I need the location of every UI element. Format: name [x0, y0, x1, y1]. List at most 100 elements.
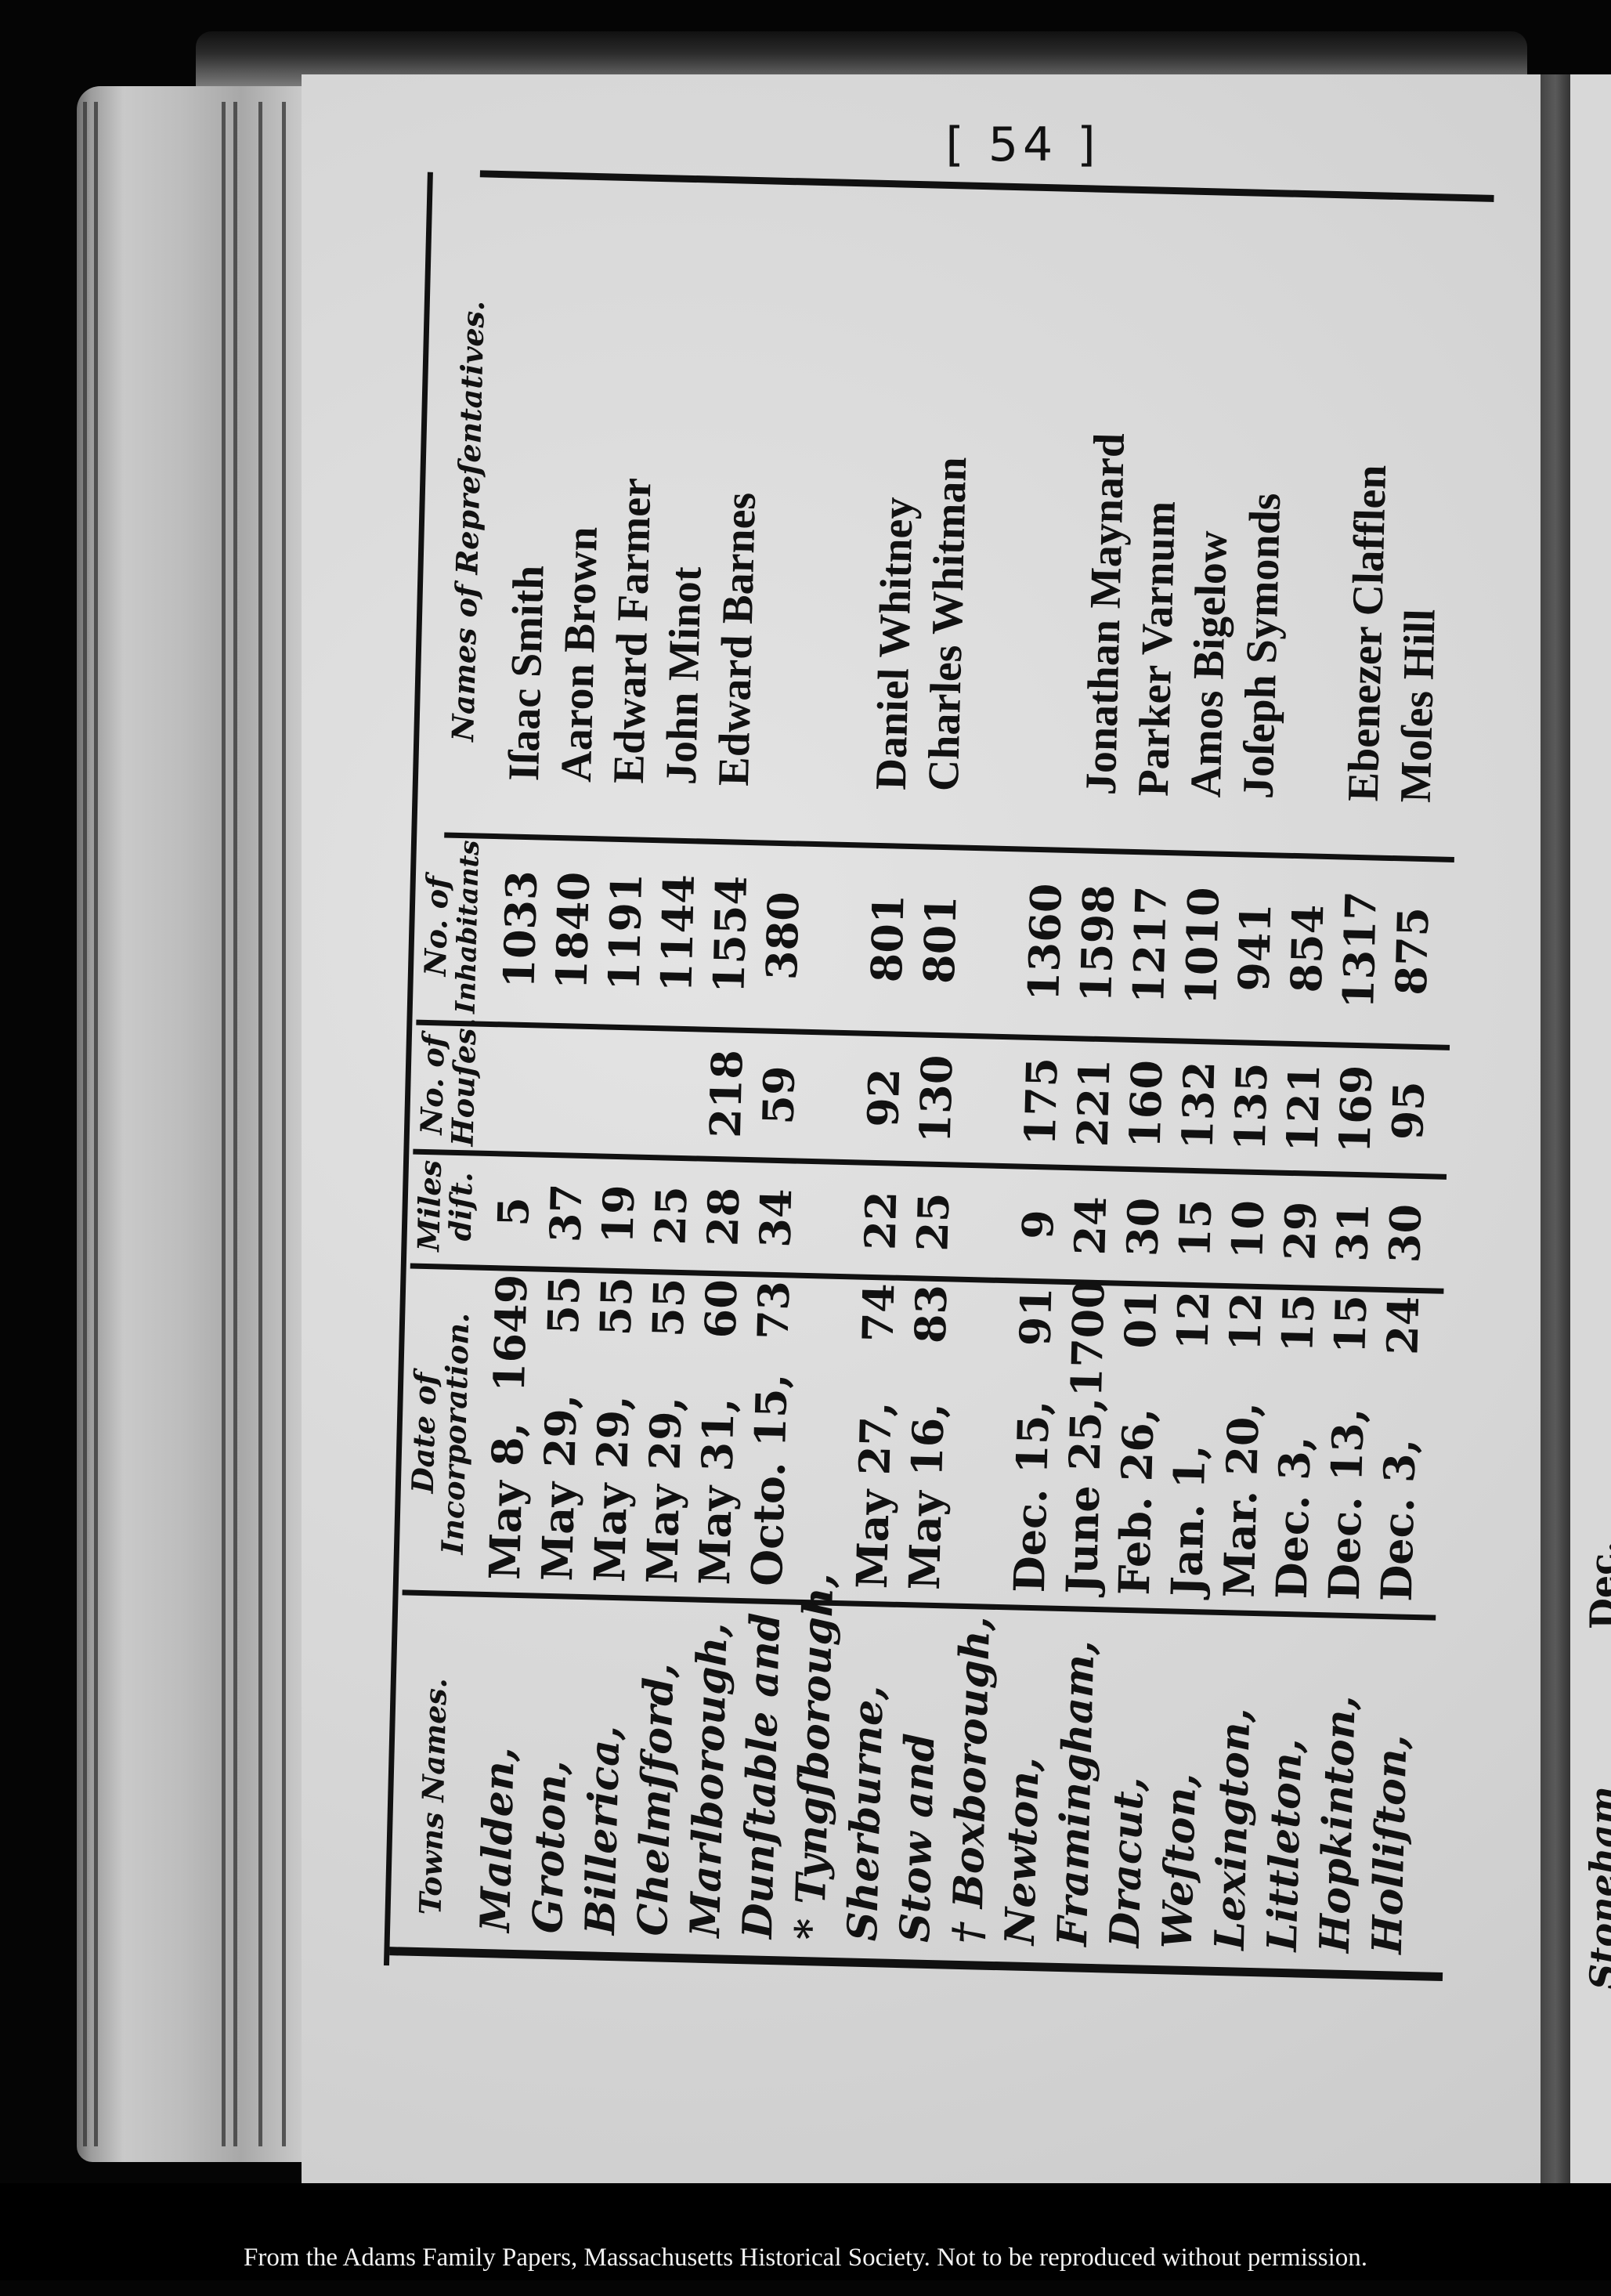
houses-count: 130 [909, 1054, 963, 1144]
header-towns: Towns Names. [412, 1677, 453, 1915]
representative-name: Joſeph Symonds [1234, 492, 1291, 800]
houses-count: 59 [753, 1065, 805, 1126]
inhabitants-count: 1360 [1018, 882, 1071, 1002]
miles-distance: 30 [1379, 1203, 1432, 1264]
document-page [302, 74, 1541, 2183]
table-body: Malden, May 8, 1649 5 1033 Iſaac Smith Groton,… [27, 0, 1611, 1954]
miles-distance: 9 [1012, 1209, 1064, 1240]
incorporation-date: Mar. 20, 12 [1214, 1292, 1272, 1598]
miles-distance: 25 [907, 1191, 959, 1253]
date-month-day: Dec. 3, [1266, 1435, 1320, 1600]
houses-count: 221 [1067, 1058, 1120, 1148]
town-name: Holliſton, [1363, 1734, 1417, 1955]
town-name: Groton, [524, 1759, 576, 1934]
incorporation-date: May 8, 1649 [479, 1273, 537, 1581]
miles-distance: 30 [1117, 1197, 1169, 1257]
incorporation-date: Jan. 1, 12 [1161, 1290, 1219, 1597]
inhabitants-count: 1033 [493, 870, 547, 989]
town-name: Weſton, [1153, 1772, 1206, 1950]
town-name: Hopkinton, [1310, 1694, 1365, 1954]
page-edge-line [258, 102, 262, 2146]
incorporation-date: May 29, 55 [636, 1277, 695, 1585]
miles-distance: 24 [1064, 1195, 1117, 1256]
inhabitants-count: 380 [756, 891, 809, 981]
date-month-day: June 25, [1056, 1396, 1111, 1595]
houses-count: 95 [1382, 1080, 1434, 1141]
houses-count: 135 [1224, 1061, 1277, 1152]
inhabitants-count: 875 [1385, 906, 1439, 996]
representative-name: Aaron Brown [551, 526, 607, 783]
date-year: 83 [905, 1284, 957, 1344]
date-year: 60 [695, 1278, 747, 1340]
town-name: Stow and [890, 1732, 945, 1943]
inhabitants-count: 1217 [1123, 885, 1176, 1004]
page-edge-line [233, 102, 237, 2146]
copyright-notice: From the Adams Family Papers, Massachuse… [244, 2244, 1367, 2272]
page-edge-line [83, 102, 87, 2146]
houses-count: 132 [1172, 1060, 1225, 1151]
date-year: 15 [1272, 1293, 1324, 1354]
houses-count: 218 [699, 1049, 753, 1139]
table-rule-bottom [389, 1947, 1443, 1982]
incorporation-date: Dec. 3, 15 [1266, 1293, 1324, 1600]
incorporation-date: Dec. 3, 24 [1371, 1295, 1429, 1602]
miles-distance: 15 [1169, 1198, 1222, 1259]
incorporation-date: Dec. 13, 15 [1318, 1294, 1377, 1601]
date-month-day: Dec. 15, [1003, 1399, 1059, 1593]
town-name: Billerica, [576, 1725, 630, 1936]
town-name: Marlborough, [681, 1622, 737, 1938]
miles-distance: 34 [750, 1188, 802, 1249]
incorporation-date: May 16, 83 [898, 1284, 957, 1591]
inhabitants-count: 1317 [1333, 890, 1386, 1010]
representative-name: John Minot [656, 566, 711, 786]
page-edge-line [222, 102, 226, 2146]
date-month-day: May 27, [846, 1401, 901, 1589]
miles-distance: 25 [645, 1185, 697, 1246]
representative-name: Daniel Whitney [866, 496, 923, 791]
inhabitants-count: 801 [913, 895, 966, 985]
houses-count: 175 [1014, 1057, 1067, 1147]
town-name: Chelmſford, [628, 1662, 684, 1937]
inhabitants-count: 1554 [703, 875, 757, 994]
inhabitants-count: 1840 [546, 871, 600, 990]
book-gutter [1541, 74, 1570, 2183]
representative-name: Jonathan Maynard [1076, 432, 1135, 796]
date-month-day: Dec. 13, [1318, 1407, 1374, 1601]
inhabitants-count: 1598 [1071, 884, 1124, 1003]
date-year: 55 [642, 1277, 695, 1338]
town-name: Dracut, [1100, 1776, 1154, 1948]
representative-name: Parker Varnum [1129, 500, 1185, 797]
town-name: † Boxborough, [943, 1615, 1000, 1944]
miles-distance: 28 [697, 1186, 750, 1247]
date-year: 1700 [1060, 1278, 1114, 1398]
date-month-day: Feb. 26, [1108, 1407, 1164, 1596]
date-year: 1649 [483, 1273, 537, 1393]
header-miles: diſt. [442, 1171, 479, 1242]
date-month-day: Jan. 1, [1161, 1444, 1215, 1597]
facing-page [1570, 74, 1611, 2183]
incorporation-date: Octo. 15, 73 [741, 1280, 800, 1587]
date-year: 24 [1377, 1295, 1429, 1356]
representative-name: Edward Barnes [709, 491, 766, 787]
date-month-day: May 29, [532, 1393, 587, 1582]
date-month-day: May 16, [898, 1402, 954, 1591]
inhabitants-count: 854 [1280, 903, 1334, 994]
incorporation-date: Dec. 15, 91 [1003, 1286, 1062, 1593]
houses-count: 92 [858, 1067, 910, 1128]
date-year: 55 [590, 1276, 642, 1336]
miles-distance: 22 [854, 1190, 907, 1251]
date-month-day: May 8, [479, 1421, 533, 1581]
incorporation-date: May 31, 60 [688, 1278, 747, 1586]
date-month-day: May 31, [688, 1397, 744, 1586]
representative-name: Amos Bigelow [1181, 530, 1237, 798]
date-year: 15 [1324, 1294, 1377, 1354]
header-date: Incorporation. [434, 1312, 476, 1555]
date-year: 73 [747, 1280, 800, 1340]
houses-count: 169 [1329, 1064, 1382, 1155]
houses-count: 121 [1277, 1063, 1330, 1153]
date-month-day: May 29, [636, 1395, 692, 1585]
town-name: Lexington, [1205, 1707, 1260, 1951]
date-month-day: Octo. 15, [741, 1372, 797, 1587]
town-name: Littleton, [1258, 1737, 1312, 1952]
date-month-day: May 29, [584, 1394, 639, 1583]
